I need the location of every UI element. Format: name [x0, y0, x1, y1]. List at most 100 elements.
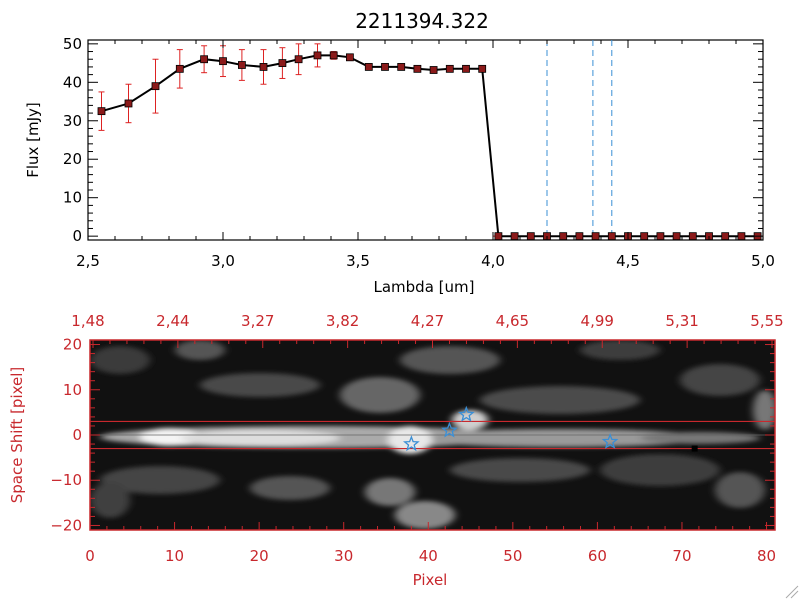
data-point: [313, 51, 322, 60]
noise-blob: [395, 501, 455, 529]
noise-blob: [340, 377, 420, 413]
data-point: [672, 232, 681, 241]
top-series-line: [101, 54, 758, 238]
spectrum-trace-core: [180, 430, 340, 446]
data-point: [607, 232, 616, 241]
data-point: [721, 232, 730, 241]
x-tick-label: 4,5: [616, 252, 640, 270]
data-point: [688, 232, 697, 241]
y-tick-label: 30: [63, 112, 82, 130]
image-noise-blobs: [90, 340, 775, 529]
spectrum-trace: [640, 432, 760, 444]
data-point: [294, 55, 303, 64]
x-tick-label: 0: [85, 547, 95, 565]
spectrum-chart: 2,5 3,0 3,5 4,0 4,5 5,0 0 10 20 30 40 50 Lambda [um…: [24, 35, 775, 296]
noise-blob: [680, 364, 760, 396]
y-tick-label: 20: [63, 336, 82, 354]
noise-blob: [600, 454, 720, 486]
x-tick-label: 20: [250, 547, 269, 565]
top-tick-label: 2,44: [156, 312, 189, 330]
data-point: [640, 232, 649, 241]
data-point: [237, 61, 246, 69]
data-point: [364, 63, 373, 71]
noise-blob: [450, 458, 590, 482]
data-point: [737, 232, 746, 241]
data-point: [151, 82, 160, 91]
y-tick-label: 40: [63, 73, 82, 91]
noise-blob: [365, 478, 415, 506]
noise-blob: [400, 346, 500, 374]
x-tick-label: 40: [419, 547, 438, 565]
top-tick-label: 1,48: [71, 312, 104, 330]
bottom-chart-ticks: [89, 340, 775, 530]
top-x-axis-label: Lambda [um]: [374, 278, 475, 296]
top-tick-label: 3,27: [241, 312, 274, 330]
top-chart-frame: [87, 39, 764, 241]
noise-blob: [580, 340, 660, 360]
x-tick-label: 70: [672, 547, 691, 565]
data-point: [124, 99, 133, 108]
top-vlines: [546, 40, 613, 240]
top-tick-label: 4,99: [581, 312, 614, 330]
spectrum-trace: [410, 429, 710, 447]
y-tick-label: 0: [72, 227, 82, 245]
spectrum-image-chart: 0 10 20 30 40 50 60 70 80 −20 −10 0 10 20 1,48 2,44 3,2…: [8, 312, 784, 589]
x-tick-label: 80: [757, 547, 776, 565]
data-point: [259, 63, 268, 71]
top-chart-tick-labels: 2,5 3,0 3,5 4,0 4,5 5,0 0 10 20 30 40 50: [63, 35, 775, 270]
noise-blob: [175, 340, 225, 360]
x-tick-label: 3,0: [211, 252, 235, 270]
top-y-axis-label: Flux [mJy]: [24, 102, 42, 178]
star-marker: [441, 421, 458, 438]
data-point: [462, 64, 470, 73]
dark-marker: [691, 445, 698, 452]
noise-blob: [90, 346, 150, 374]
bottom-chart-tick-labels: 0 10 20 30 40 50 60 70 80 −20 −10 0 10 20: [50, 336, 776, 565]
x-tick-label: 5,0: [751, 252, 775, 270]
top-tick-label: 5,55: [750, 312, 783, 330]
data-point: [494, 232, 503, 241]
data-point: [575, 232, 584, 241]
top-tick-label: 3,82: [326, 312, 359, 330]
dark-marker: [691, 445, 698, 452]
bottom-x-axis-label: Pixel: [413, 571, 448, 589]
data-point: [445, 64, 454, 73]
data-point: [591, 232, 600, 241]
spectrum-trace-core: [140, 428, 200, 446]
y-tick-label: −20: [50, 516, 82, 534]
noise-blob: [715, 472, 765, 508]
top-tick-label: 5,31: [665, 312, 698, 330]
x-tick-label: 60: [588, 547, 607, 565]
noise-blob: [753, 390, 775, 430]
x-tick-label: 30: [334, 547, 353, 565]
y-tick-label: 0: [72, 426, 82, 444]
x-tick-label: 10: [165, 547, 184, 565]
aperture-lines: [90, 420, 775, 450]
bottom-y-axis-label: Space Shift [pixel]: [8, 367, 26, 504]
top-tick-label: 4,27: [411, 312, 444, 330]
top-tick-label: 4,65: [496, 312, 529, 330]
noise-blob: [200, 373, 320, 397]
data-point: [97, 107, 106, 116]
top-series-markers: [97, 51, 762, 241]
data-point: [510, 232, 519, 241]
data-point: [478, 64, 487, 73]
data-point: [200, 55, 209, 64]
noise-blob: [250, 476, 330, 500]
data-point: [329, 51, 338, 60]
noise-blob: [100, 466, 220, 494]
series-line: [101, 54, 758, 238]
star-marker: [403, 435, 420, 452]
data-point: [175, 64, 184, 73]
data-point: [397, 63, 406, 71]
star-marker: [458, 405, 475, 422]
data-point: [381, 63, 389, 71]
resize-grip-icon[interactable]: [785, 585, 799, 599]
noise-blob: [90, 482, 130, 518]
data-point: [656, 232, 665, 241]
y-tick-label: 50: [63, 35, 82, 53]
x-tick-label: 4,0: [481, 252, 505, 270]
data-point: [413, 64, 422, 73]
data-point: [278, 59, 287, 67]
